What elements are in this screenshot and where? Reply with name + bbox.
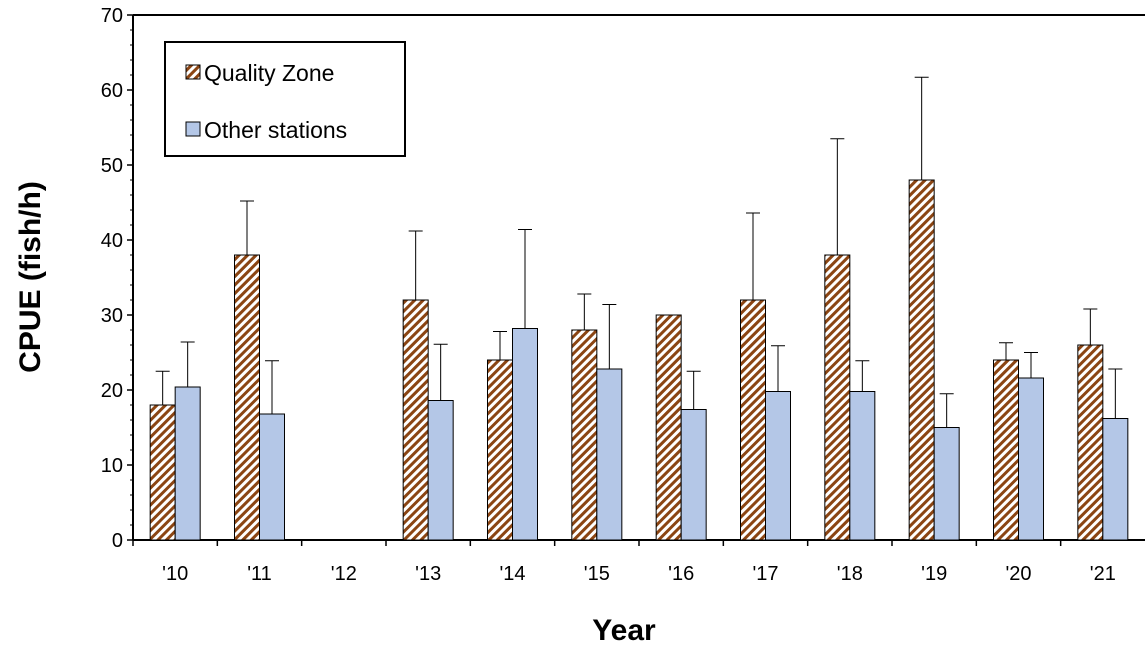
x-tick-label: '10	[162, 563, 188, 585]
y-tick-label: 0	[112, 530, 123, 552]
other-stations-bar	[1018, 377, 1044, 541]
other-stations-bar	[427, 400, 454, 541]
x-tick-label: '16	[668, 563, 694, 585]
quality-zone-bar	[234, 254, 260, 541]
quality-zone-bar	[402, 299, 429, 541]
other-stations-bar	[933, 427, 960, 541]
x-tick-label: '13	[415, 563, 441, 585]
quality-zone-bar	[908, 179, 935, 541]
x-tick-label: '17	[752, 563, 778, 585]
axes: 0 10 20 30 40 50 60 70 '10 '11 '12 '13 '14 '15 '16 '17 '…	[101, 5, 1145, 585]
x-tick-label: '15	[584, 563, 610, 585]
legend-label-other-stations: Other stations	[204, 117, 347, 143]
quality-zone-bar	[655, 314, 682, 541]
quality-zone-bar	[740, 299, 766, 541]
other-stations-bar	[680, 409, 707, 541]
x-tick-label: '20	[1005, 563, 1031, 585]
y-tick-label: 20	[101, 380, 123, 402]
other-stations-bar	[596, 368, 623, 541]
y-tick-label: 10	[101, 455, 123, 477]
legend: Quality Zone Other stations	[164, 41, 406, 157]
legend-swatch-other-stations	[185, 121, 201, 137]
y-tick-label: 50	[101, 155, 123, 177]
quality-zone-bar	[1077, 344, 1104, 541]
y-tick-label: 40	[101, 230, 123, 252]
quality-zone-bar	[487, 359, 513, 541]
x-tick-label: '21	[1090, 563, 1116, 585]
quality-zone-bar	[571, 329, 598, 541]
y-tick-label: 30	[101, 305, 123, 327]
other-stations-bar	[512, 328, 538, 541]
quality-zone-bar	[993, 359, 1019, 541]
x-axis-title: Year	[592, 614, 656, 647]
legend-label-quality-zone: Quality Zone	[204, 60, 334, 86]
x-tick-label: '19	[921, 563, 947, 585]
x-tick-label: '18	[837, 563, 863, 585]
bars	[149, 76, 1129, 541]
y-tick-label: 70	[101, 5, 123, 27]
x-tick-label: '11	[247, 563, 272, 585]
y-axis-title: CPUE (fish/h)	[14, 181, 47, 373]
other-stations-bar	[1102, 418, 1129, 541]
y-tick-label: 60	[101, 80, 123, 102]
x-tick-label: '14	[499, 563, 525, 585]
quality-zone-bar	[824, 254, 851, 541]
legend-swatch-quality-zone	[185, 64, 201, 80]
quality-zone-bar	[149, 404, 176, 541]
other-stations-bar	[765, 391, 791, 541]
other-stations-bar	[174, 386, 201, 541]
other-stations-bar	[849, 391, 876, 541]
x-tick-label: '12	[331, 563, 357, 585]
other-stations-bar	[259, 413, 285, 541]
legend-box	[164, 41, 406, 157]
